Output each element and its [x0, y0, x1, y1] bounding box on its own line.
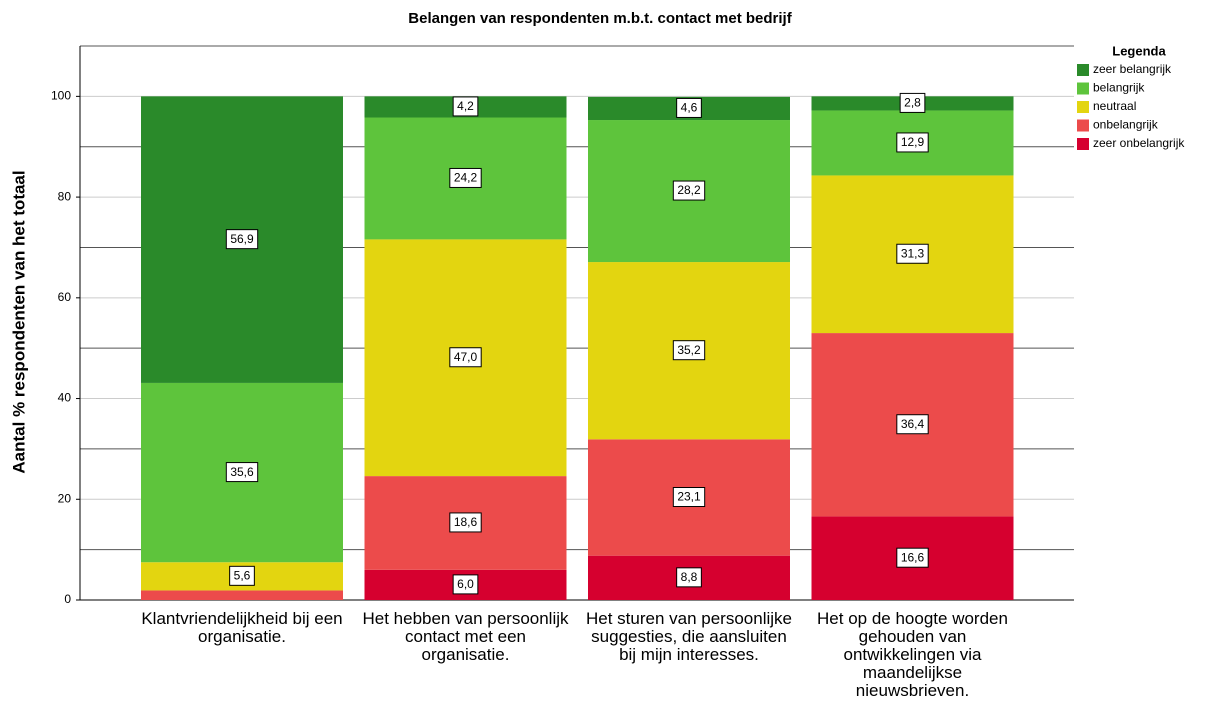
data-label-box — [452, 574, 479, 595]
data-label: 28,2 — [677, 183, 701, 197]
legend-swatch — [1077, 101, 1089, 113]
data-label: 5,6 — [234, 569, 251, 583]
data-label-box — [449, 167, 482, 188]
data-label: 47,0 — [454, 350, 478, 364]
data-label: 2,8 — [904, 96, 921, 110]
legend-swatch — [1077, 64, 1089, 76]
data-label: 12,9 — [901, 135, 925, 149]
data-label-box — [672, 487, 706, 508]
data-label: 36,4 — [901, 417, 925, 431]
data-label-box — [449, 512, 482, 533]
y-tick-label: 40 — [58, 391, 72, 405]
legend-label: neutraal — [1093, 99, 1136, 113]
bar-segment — [141, 590, 343, 600]
data-label-box — [449, 347, 482, 368]
legend-label: zeer belangrijk — [1093, 62, 1172, 76]
chart-title: Belangen van respondenten m.b.t. contact… — [408, 10, 792, 27]
data-label: 35,2 — [677, 343, 701, 357]
data-label: 56,9 — [230, 232, 254, 246]
data-label: 4,2 — [457, 99, 474, 113]
data-label-box — [452, 96, 479, 117]
data-label-box — [896, 132, 929, 153]
data-label-box — [225, 229, 259, 250]
data-label: 18,6 — [454, 515, 478, 529]
x-tick-label: Klantvriendelijkheid bij een organisatie. — [141, 609, 342, 646]
data-label: 8,8 — [681, 570, 698, 584]
data-label-box — [672, 340, 706, 361]
data-label-box — [896, 414, 929, 435]
data-label-box — [676, 97, 702, 118]
legend-swatch — [1077, 138, 1089, 150]
x-tick-label: Het hebben van persoonlijk contact met ee… — [362, 609, 569, 664]
x-tick-label: Het sturen van persoonlijke suggesties, d… — [586, 609, 792, 664]
data-label-box — [896, 243, 929, 264]
y-axis-title: Aantal % respondenten van het totaal — [9, 170, 28, 473]
data-label-box — [899, 92, 926, 113]
data-label: 6,0 — [457, 577, 474, 591]
legend-label: zeer onbelangrijk — [1093, 136, 1185, 150]
legend-swatch — [1077, 119, 1089, 132]
data-label: 24,2 — [454, 171, 478, 185]
y-tick-label: 80 — [58, 189, 72, 203]
data-label-box — [896, 547, 929, 568]
legend-label: belangrijk — [1093, 81, 1145, 95]
x-tick-label: Het op de hoogte worden gehouden van ontwi… — [817, 609, 1008, 700]
y-tick-label: 0 — [64, 592, 71, 606]
y-tick-label: 100 — [51, 89, 71, 103]
y-tick-label: 20 — [58, 491, 72, 505]
data-label-box — [229, 565, 255, 586]
legend-swatch — [1077, 82, 1089, 95]
data-label: 23,1 — [677, 490, 701, 504]
data-label: 35,6 — [230, 465, 254, 479]
data-label: 31,3 — [901, 246, 925, 260]
data-label-box — [676, 567, 702, 588]
legend-label: onbelangrijk — [1093, 118, 1159, 132]
data-label-box — [672, 180, 706, 201]
data-label-box — [225, 462, 259, 483]
legend-title: Legenda — [1112, 43, 1166, 58]
y-tick-label: 60 — [58, 290, 72, 304]
data-label: 16,6 — [901, 550, 925, 564]
data-label: 4,6 — [681, 101, 698, 115]
